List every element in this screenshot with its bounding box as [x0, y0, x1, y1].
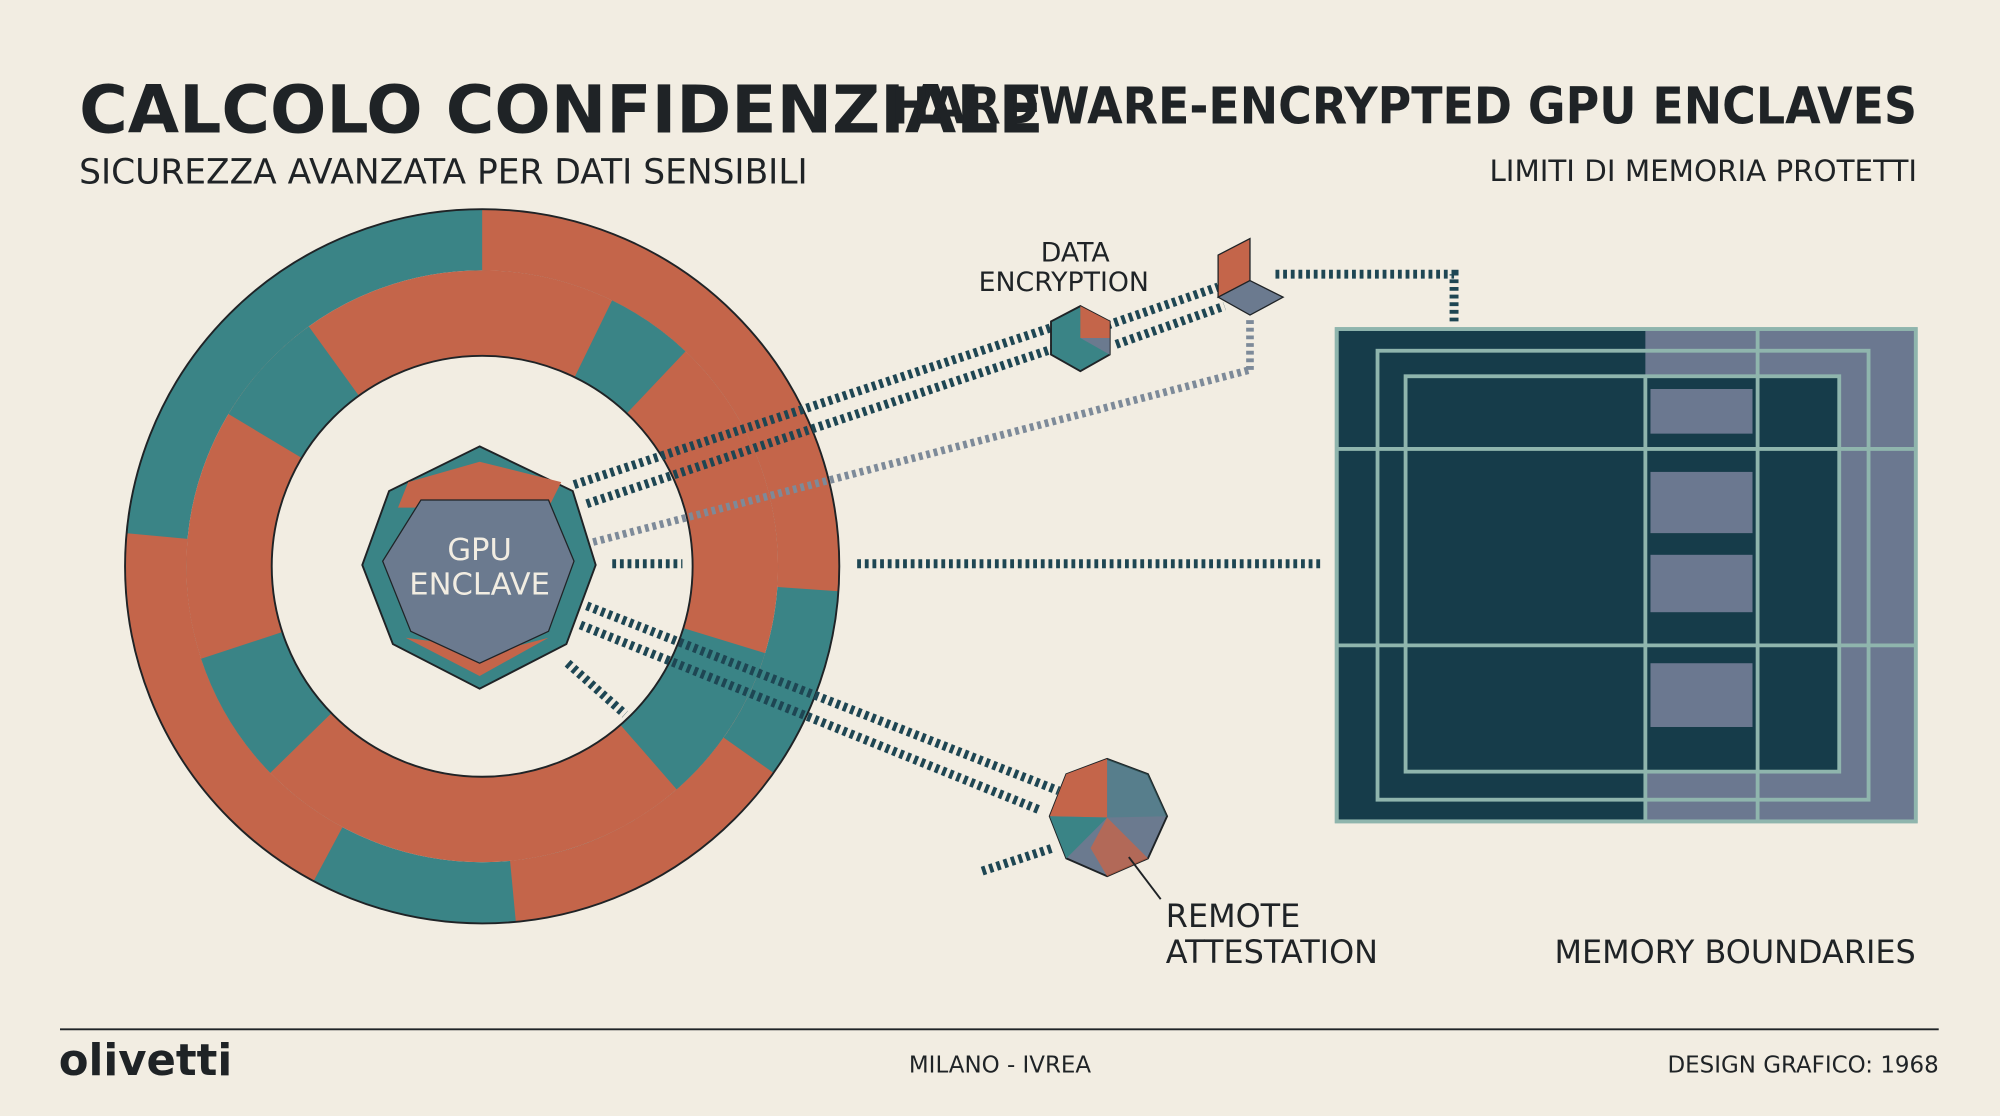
connector [980, 843, 1054, 876]
connector [585, 342, 1061, 509]
brand: olivetti [59, 1036, 233, 1086]
inner-ring [186, 270, 779, 863]
node-label: REMOTE [1166, 897, 1301, 935]
node-label: ENCLAVE [409, 567, 550, 602]
node-label: MEMORY BOUNDARIES [1555, 933, 1916, 971]
connector [578, 620, 1042, 815]
location: MILANO - IVREA [909, 1053, 1092, 1079]
node-label: GPU [447, 533, 512, 568]
remote-attestation-node: REMOTE ATTESTATION [1048, 757, 1378, 971]
right-title: HARDWARE-ENCRYPTED GPU ENCLAVES [891, 78, 1917, 137]
data-encryption-node: DATA ENCRYPTION [979, 237, 1149, 373]
node-label: DATA [1041, 237, 1111, 268]
ring-edge [124, 208, 841, 925]
subtitle: SICUREZZA AVANZATA PER DATI SENSIBILI [79, 153, 808, 193]
node-label: ATTESTATION [1166, 933, 1378, 971]
right-subtitle: LIMITI DI MEMORIA PROTETTI [1489, 154, 1917, 188]
cube [1216, 237, 1285, 316]
outer-ring-segments [125, 209, 840, 924]
title: CALCOLO CONFIDENZIALE [79, 71, 1044, 149]
connector [564, 659, 628, 718]
connector [572, 320, 1061, 489]
memory-grid [1334, 327, 1918, 824]
gpu-enclave: GPU ENCLAVE [361, 445, 597, 690]
connector [592, 366, 1251, 546]
connector [585, 601, 1061, 795]
connector [1275, 269, 1459, 322]
connectors [564, 269, 1459, 876]
node-label: ENCRYPTION [979, 267, 1149, 298]
credit: DESIGN GRAFICO: 1968 [1668, 1053, 1939, 1079]
